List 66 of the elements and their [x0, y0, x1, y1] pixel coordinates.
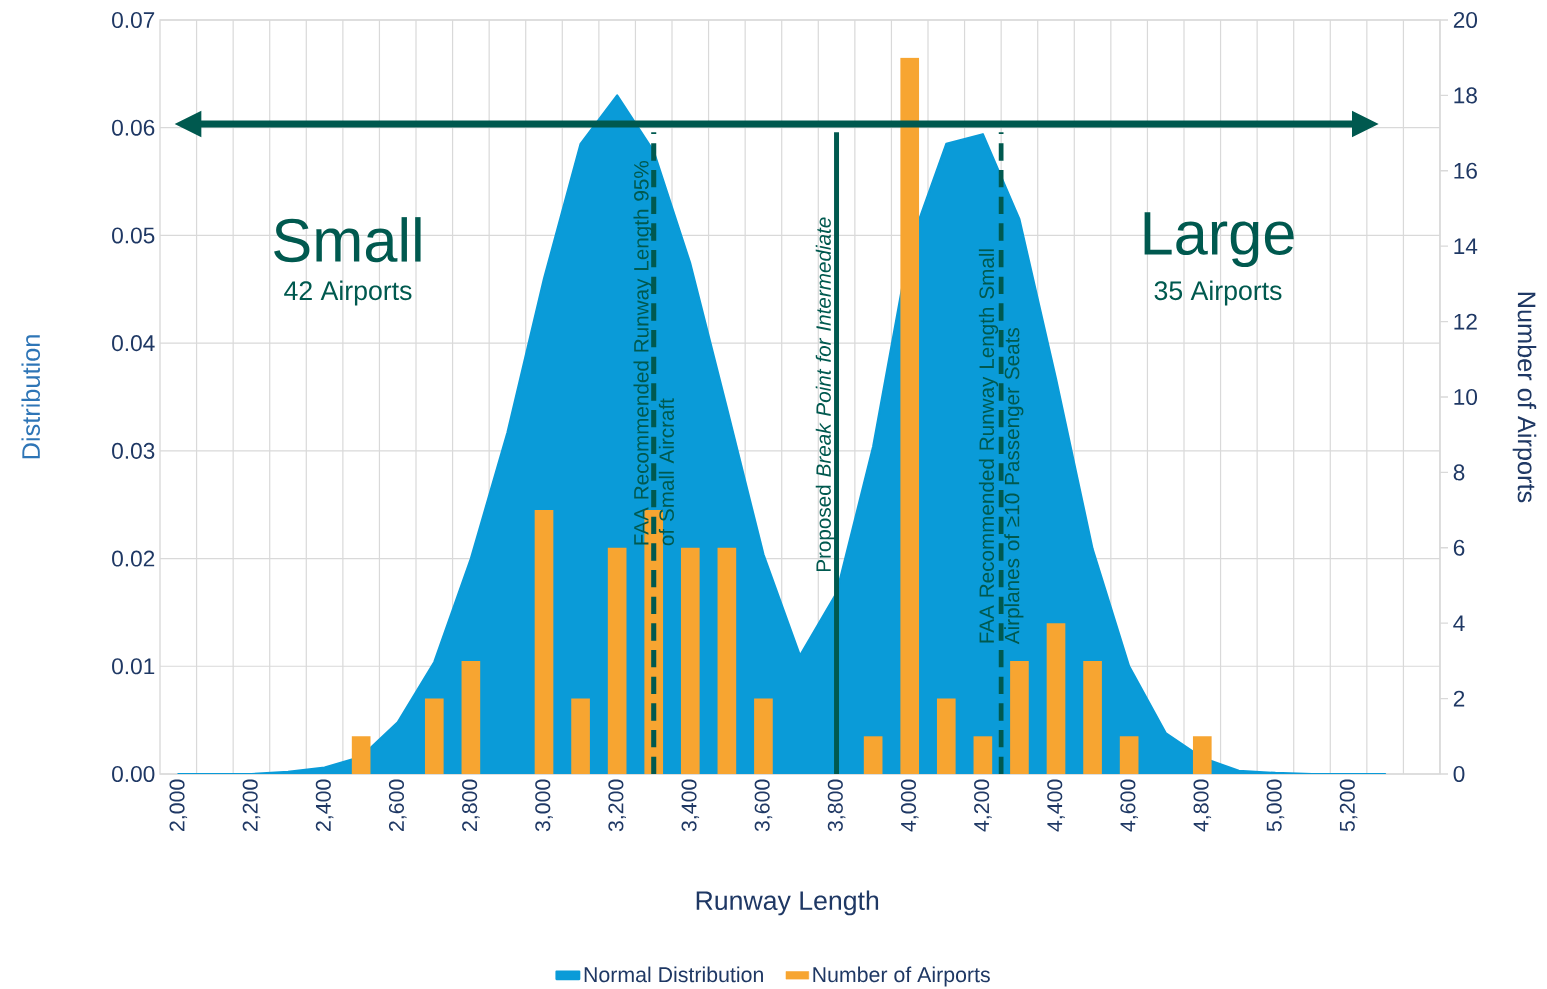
- y-tick-label: 0.05: [112, 227, 155, 244]
- y-tick-label: 0.04: [112, 335, 155, 352]
- y2-tick-label: 12: [1454, 313, 1477, 330]
- bar: [1119, 736, 1139, 774]
- x-tick-label: 3,000: [535, 779, 553, 832]
- y-tick-label: 0.00: [112, 765, 155, 783]
- bar: [534, 510, 554, 774]
- y-tick-label: 0.03: [112, 442, 155, 459]
- y2-tick-label: 6: [1453, 539, 1465, 556]
- y2-tick-label: 4: [1453, 615, 1465, 631]
- y-tick-label: 0.07: [112, 11, 155, 29]
- x-axis-title: Runway Length: [696, 890, 879, 916]
- x-tick-label: 2,000: [169, 779, 188, 832]
- bar: [680, 547, 700, 774]
- bar: [936, 698, 956, 774]
- annotation: Small: [274, 217, 421, 263]
- ref-line-label: FAA Recommended Runway Length Small Airplanes of ≥10 Passenger Seats: [978, 249, 1024, 645]
- x-tick-label: 5,000: [1266, 779, 1285, 832]
- bar: [754, 698, 773, 774]
- y2-tick-label: 10: [1454, 388, 1478, 406]
- x-tick-label: 2,600: [388, 779, 407, 832]
- x-tick-label: 3,800: [827, 779, 846, 832]
- y2-tick-label: 16: [1454, 162, 1477, 179]
- y2-tick-label: 2: [1453, 690, 1465, 707]
- y-tick-label: 0.06: [112, 119, 155, 136]
- x-tick-label: 2,400: [315, 779, 334, 832]
- x-tick-label: 4,200: [974, 779, 992, 832]
- y-tick-label: 0.02: [112, 550, 155, 567]
- ref-line-label: FAA Recommended Runway Length 95% of Small Aircraft: [633, 161, 674, 546]
- x-tick-label: 3,200: [608, 779, 626, 832]
- annotation: 35 Airports: [1154, 280, 1282, 306]
- x-tick-label: 4,000: [900, 779, 919, 832]
- bar: [900, 57, 920, 774]
- annotation: 42 Airports: [284, 280, 412, 306]
- x-tick-label: 2,800: [462, 779, 480, 832]
- x-tick-label: 2,200: [242, 779, 261, 832]
- y2-tick-label: 14: [1454, 238, 1478, 254]
- bar: [1046, 623, 1066, 774]
- y2-tick-label: 20: [1453, 11, 1478, 29]
- bar: [1083, 660, 1102, 774]
- x-tick-label: 4,800: [1193, 779, 1212, 832]
- x-tick-label: 3,600: [754, 779, 773, 832]
- bar: [717, 547, 737, 774]
- bar: [571, 698, 590, 774]
- bar: [1192, 736, 1212, 774]
- x-tick-label: 4,400: [1047, 779, 1065, 832]
- bar: [863, 736, 883, 774]
- x-tick-label: 5,200: [1339, 779, 1358, 832]
- y2-axis-title: Number of Airports: [1512, 292, 1537, 503]
- y-axis-title: Distribution: [21, 335, 41, 459]
- bar: [351, 736, 371, 774]
- y2-tick-label: 0: [1453, 765, 1465, 783]
- ref-line-label: Proposed Break Point for Intermediate: [815, 217, 835, 572]
- legend-label: Normal Distribution: [584, 966, 763, 983]
- annotation: Large: [1144, 212, 1294, 268]
- y2-tick-label: 8: [1453, 464, 1465, 481]
- bar: [424, 698, 444, 774]
- y-tick-label: 0.01: [112, 658, 155, 675]
- y2-tick-label: 18: [1454, 87, 1477, 104]
- bar: [1010, 660, 1029, 774]
- bar: [973, 736, 993, 774]
- legend-label: Number of Airports: [813, 966, 990, 987]
- bar: [607, 547, 627, 774]
- bar: [461, 660, 481, 774]
- x-tick-label: 4,600: [1120, 779, 1138, 832]
- x-tick-label: 3,400: [681, 779, 700, 832]
